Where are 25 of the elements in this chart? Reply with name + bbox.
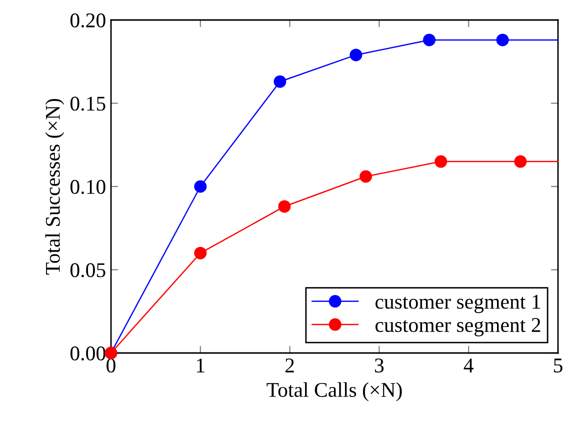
- y-tick-label: 0.20: [70, 13, 106, 28]
- point: [434, 155, 448, 168]
- point: [194, 180, 207, 193]
- legend-label: customer segment 1: [375, 294, 540, 314]
- y-tick-label: 0.05: [70, 263, 106, 278]
- point: [514, 155, 527, 168]
- y-tick-label: 0.00: [70, 346, 106, 361]
- point: [278, 200, 291, 213]
- point: [496, 34, 509, 46]
- y-axis-title: Total Successes (×N): [45, 98, 64, 275]
- x-tick-label: 3: [374, 358, 384, 373]
- point: [350, 48, 362, 62]
- point: [274, 75, 286, 88]
- x-tick-label: 5: [554, 358, 562, 373]
- x-tick-label: 2: [286, 358, 294, 372]
- x-tick-label: 0: [106, 358, 116, 373]
- point: [423, 34, 436, 46]
- y-tick-label: 0.15: [70, 96, 106, 111]
- y-tick-label: 0.10: [70, 180, 106, 194]
- point: [194, 246, 207, 260]
- point: [360, 170, 372, 183]
- x-tick-label: 4: [464, 358, 474, 372]
- x-tick-label: 1: [197, 358, 204, 372]
- legend-label: customer segment 2: [375, 318, 540, 336]
- x-axis-title: Total Calls (×N): [266, 382, 402, 402]
